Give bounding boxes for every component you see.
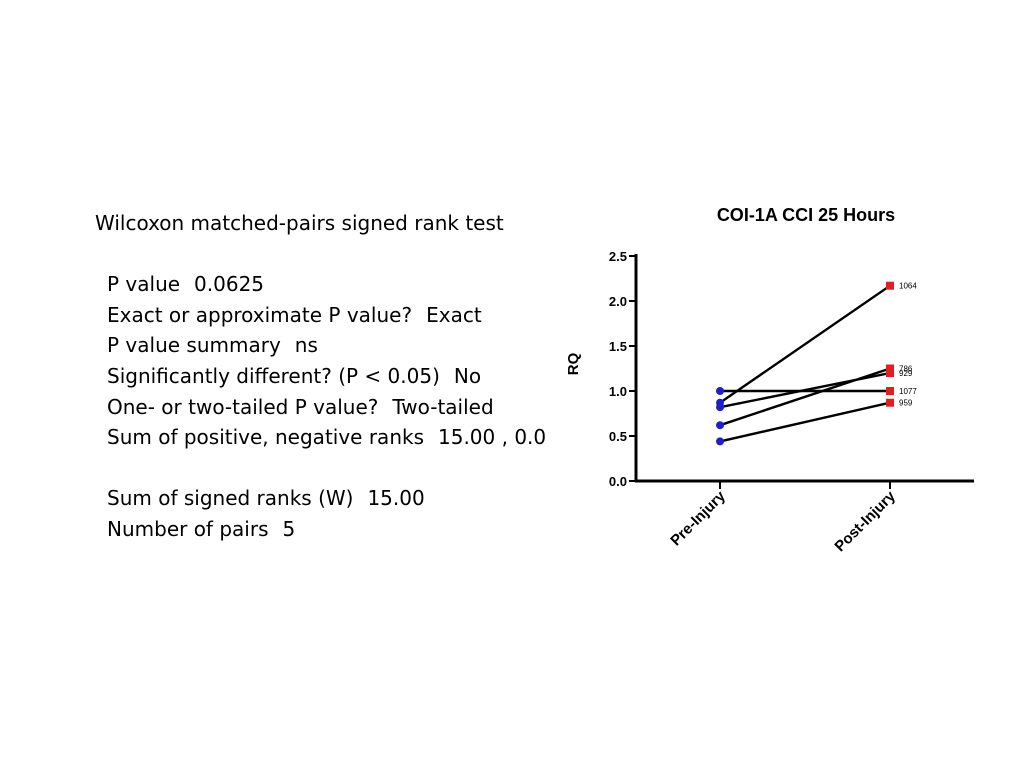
post-injury-point (886, 281, 894, 290)
stats-row: Sum of signed ranks (W) 15.00 (107, 483, 546, 514)
series-label: 959 (899, 399, 913, 408)
series-line (719, 401, 891, 443)
pre-injury-point (716, 403, 724, 412)
chart-title: COI-1A CCI 25 Hours (717, 205, 895, 225)
stats-value: 5 (282, 516, 296, 541)
y-tick-label: 2.0 (609, 294, 627, 309)
stats-panel: Wilcoxon matched-pairs signed rank test … (95, 208, 546, 545)
series-lines (719, 284, 891, 443)
y-tick-label: 2.5 (609, 249, 627, 264)
stats-label: Sum of positive, negative ranks (107, 425, 424, 450)
y-axis-label: RQ (565, 352, 582, 375)
series-label: 1077 (899, 387, 917, 396)
data-points (716, 281, 894, 446)
stats-row: Exact or approximate P value? Exact (107, 300, 546, 331)
stats-label: Number of pairs (107, 516, 269, 541)
stats-title: Wilcoxon matched-pairs signed rank test (95, 211, 504, 235)
post-injury-point (886, 364, 894, 373)
pre-injury-point (716, 437, 724, 446)
x-tick-label: Post-Injury (831, 487, 899, 555)
stats-label: One- or two-tailed P value? (107, 394, 379, 419)
y-tick-label: 1.5 (609, 339, 627, 354)
stats-row: Number of pairs 5 (107, 514, 546, 545)
stats-row: P value summary ns (107, 330, 546, 361)
stats-value: Exact (426, 302, 482, 327)
stats-label: Significantly different? (P < 0.05) (107, 363, 440, 388)
stats-value: 0.0625 (194, 272, 265, 297)
y-tick-label: 1.0 (609, 384, 627, 399)
stats-value: ns (294, 333, 318, 358)
stats-value: Two-tailed (392, 394, 494, 419)
stats-value: 15.00 (367, 486, 425, 511)
pre-injury-point (716, 387, 724, 395)
stats-row: Sum of positive, negative ranks 15.00 , 0… (107, 422, 546, 453)
series-line (719, 284, 891, 404)
stats-row: P value 0.0625 (107, 269, 546, 300)
stats-value: No (453, 363, 482, 388)
stats-label: P value (107, 272, 181, 297)
stats-value: 15.00 , 0.0 (438, 425, 547, 450)
stats-row: Significantly different? (P < 0.05) No (107, 361, 546, 392)
post-injury-point (886, 369, 894, 377)
series-label: 929 (899, 369, 913, 378)
series-label: 786 (899, 365, 913, 374)
stats-row: One- or two-tailed P value? Two-tailed (107, 392, 546, 423)
stats-label: Exact or approximate P value? (107, 302, 413, 327)
post-injury-point (886, 398, 894, 407)
series-label: 1064 (899, 282, 917, 291)
y-tick-label: 0.0 (609, 474, 627, 489)
stats-label: P value summary (107, 333, 281, 358)
x-tick-label: Pre-Injury (667, 487, 729, 549)
y-tick-label: 0.5 (609, 429, 627, 444)
post-injury-point (886, 387, 894, 395)
stats-label: Sum of signed ranks (W) (107, 486, 354, 511)
pre-injury-point (716, 421, 724, 430)
